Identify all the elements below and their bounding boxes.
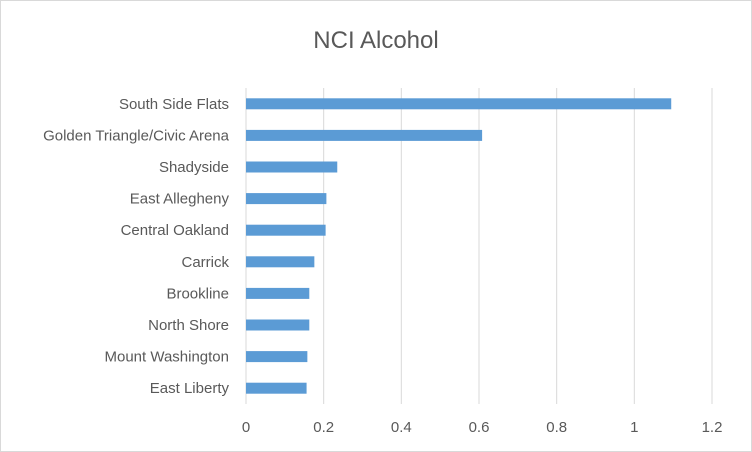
category-label: Golden Triangle/Civic Arena: [43, 127, 230, 144]
x-tick-label: 0.4: [391, 419, 412, 436]
x-tick-label: 0.6: [469, 419, 490, 436]
chart-title: NCI Alcohol: [313, 27, 439, 54]
x-tick-label: 0.8: [546, 419, 567, 436]
category-label: East Allegheny: [130, 191, 230, 208]
bar: [246, 161, 338, 173]
category-label: Central Oakland: [121, 222, 229, 239]
bar: [246, 129, 483, 141]
x-tick-label: 1.2: [702, 419, 723, 436]
category-label: East Liberty: [150, 380, 230, 397]
x-tick-label: 1: [630, 419, 638, 436]
x-tick-label: 0: [242, 419, 250, 436]
category-label: Carrick: [182, 254, 230, 271]
bar: [246, 287, 310, 299]
category-label: South Side Flats: [119, 96, 229, 113]
category-label: Mount Washington: [104, 349, 229, 366]
category-label: Brookline: [166, 285, 229, 302]
bar: [246, 351, 308, 363]
bar: [246, 256, 315, 268]
category-label: Shadyside: [159, 159, 229, 176]
bar: [246, 319, 310, 331]
x-tick-label: 0.2: [313, 419, 334, 436]
bar: [246, 382, 307, 394]
category-label: North Shore: [148, 317, 229, 334]
bar: [246, 98, 672, 110]
bar: [246, 193, 327, 205]
bar: [246, 224, 326, 236]
